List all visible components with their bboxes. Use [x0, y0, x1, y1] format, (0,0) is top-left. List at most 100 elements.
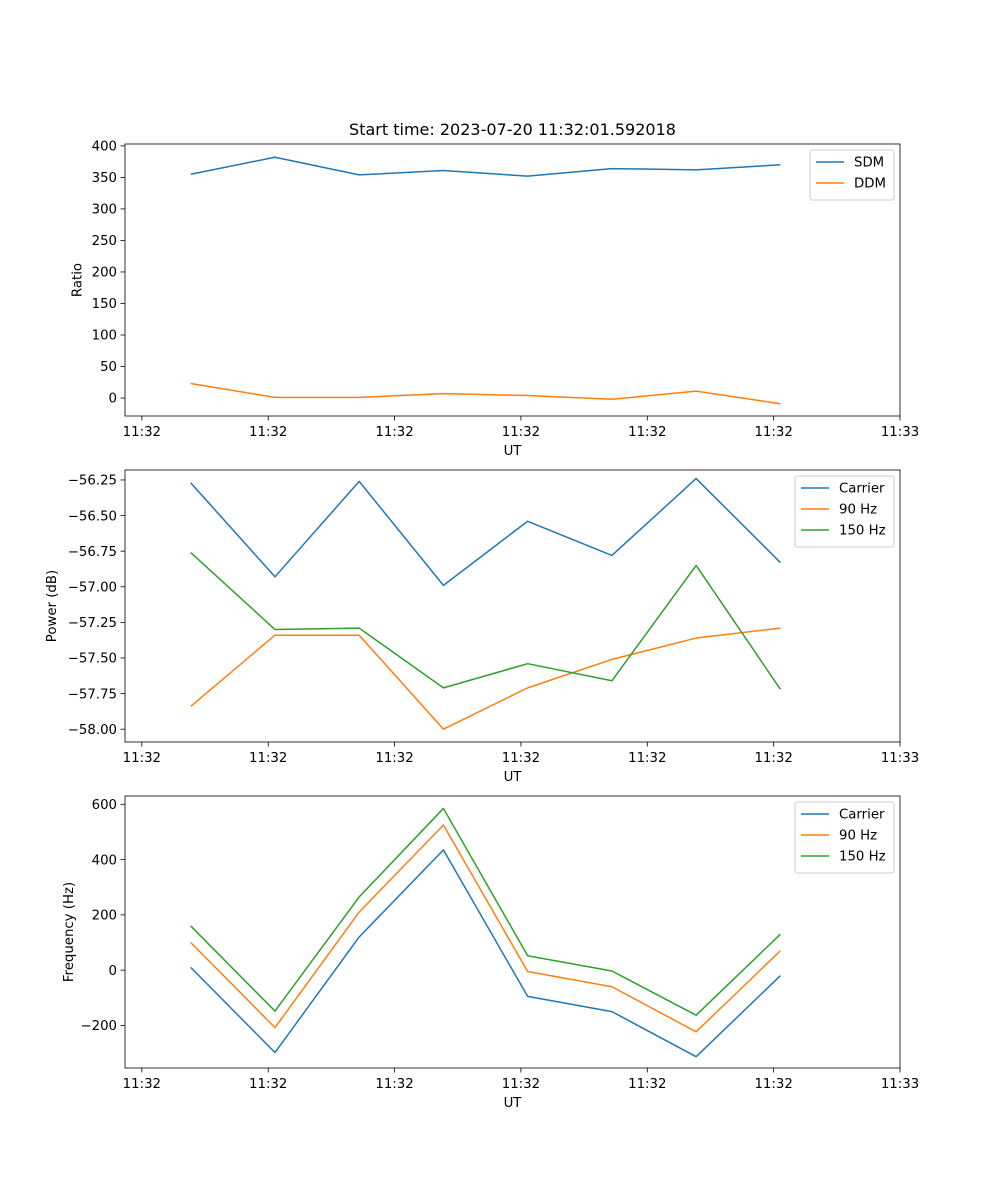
- x-tick-label: 11:32: [628, 425, 666, 440]
- data-point: [442, 807, 444, 809]
- y-tick-label: 50: [100, 360, 117, 375]
- y-tick-label: 250: [92, 234, 117, 249]
- y-tick-label: −57.75: [68, 687, 117, 702]
- data-point: [358, 396, 360, 398]
- y-tick-label: −58.00: [68, 723, 117, 738]
- legend-label: Carrier: [839, 482, 885, 497]
- data-point: [274, 576, 276, 578]
- series-150-hz: [190, 807, 781, 1016]
- x-tick-label: 11:32: [375, 425, 413, 440]
- series-carrier: [190, 849, 781, 1058]
- y-tick-label: 0: [109, 392, 117, 407]
- axes-frame: [124, 143, 901, 417]
- x-axis-label: UT: [504, 770, 523, 785]
- data-point: [358, 911, 360, 913]
- x-tick-label: 11:32: [123, 751, 161, 766]
- data-point: [442, 849, 444, 851]
- data-point: [527, 520, 529, 522]
- x-tick-label: 11:32: [754, 1077, 792, 1092]
- data-point: [358, 936, 360, 938]
- x-tick-label: 11:32: [249, 425, 287, 440]
- data-point: [779, 975, 781, 977]
- data-point: [779, 403, 781, 405]
- data-point: [611, 658, 613, 660]
- x-tick-label: 11:32: [502, 1077, 540, 1092]
- x-tick-label: 11:32: [502, 751, 540, 766]
- series-90-hz: [190, 824, 781, 1033]
- data-point: [442, 728, 444, 730]
- y-tick-label: 350: [92, 171, 117, 186]
- legend: SDM DDM: [809, 149, 895, 201]
- data-point: [442, 169, 444, 171]
- data-point: [190, 925, 192, 927]
- data-point: [695, 1014, 697, 1016]
- data-point: [779, 688, 781, 690]
- legend-label: Carrier: [839, 808, 885, 823]
- data-point: [611, 986, 613, 988]
- data-point: [779, 950, 781, 952]
- data-point: [274, 628, 276, 630]
- legend-label: 150 Hz: [839, 524, 886, 539]
- x-tick-label: 11:32: [502, 425, 540, 440]
- data-point: [527, 971, 529, 973]
- y-tick-label: 400: [92, 140, 117, 155]
- data-point: [442, 687, 444, 689]
- y-tick-label: 100: [92, 329, 117, 344]
- x-tick-label: 11:32: [123, 425, 161, 440]
- data-point: [442, 584, 444, 586]
- legend: Carrier 90 Hz 150 Hz: [794, 801, 895, 874]
- legend: Carrier 90 Hz 150 Hz: [794, 475, 895, 548]
- series-line: [190, 807, 781, 1016]
- y-tick-label: −56.25: [68, 474, 117, 489]
- series-ddm: [190, 382, 781, 405]
- data-point: [695, 390, 697, 392]
- data-point: [695, 637, 697, 639]
- legend-label: 150 Hz: [839, 850, 886, 865]
- data-point: [190, 482, 192, 484]
- series-sdm: [190, 156, 781, 177]
- series-line: [190, 477, 781, 587]
- y-axis-label: Power (dB): [45, 570, 60, 642]
- data-point: [274, 634, 276, 636]
- data-point: [190, 383, 192, 385]
- data-point: [695, 1031, 697, 1033]
- chart-panel-2: 11:32 11:32 11:32 11:32 11:32 11:32 11:33 −58.0…: [45, 469, 919, 785]
- x-tick-label: 11:33: [881, 751, 919, 766]
- y-tick-label: 600: [92, 798, 117, 813]
- data-point: [274, 1052, 276, 1054]
- data-point: [779, 562, 781, 564]
- data-point: [527, 663, 529, 665]
- y-tick-label: −200: [80, 1019, 117, 1034]
- series-line: [190, 552, 782, 690]
- series-150-hz: [190, 552, 782, 690]
- x-tick-label: 11:32: [754, 751, 792, 766]
- legend-label: 90 Hz: [839, 503, 877, 518]
- y-tick-label: −57.25: [68, 616, 117, 631]
- y-tick-label: 150: [92, 297, 117, 312]
- data-point: [274, 156, 276, 158]
- data-point: [358, 634, 360, 636]
- data-point: [190, 705, 192, 707]
- y-tick-label: 200: [92, 266, 117, 281]
- chart-panel-3: 11:32 11:32 11:32 11:32 11:32 11:32 11:33 −200 0…: [62, 795, 919, 1111]
- data-point: [274, 396, 276, 398]
- x-tick-label: 11:32: [628, 751, 666, 766]
- data-point: [527, 955, 529, 957]
- legend-label: SDM: [854, 156, 884, 171]
- data-point: [358, 627, 360, 629]
- chart-title: Start time: 2023-07-20 11:32:01.592018: [349, 120, 676, 139]
- data-point: [611, 1011, 613, 1013]
- chart-panel-1: 11:32 11:32 11:32 11:32 11:32 11:32 11:33 0 50 10…: [71, 120, 920, 459]
- series-line: [190, 156, 781, 177]
- axes-frame: [124, 469, 901, 743]
- legend-label: DDM: [854, 177, 886, 192]
- data-point: [527, 395, 529, 397]
- data-point: [527, 175, 529, 177]
- x-tick-label: 11:33: [881, 425, 919, 440]
- y-tick-label: 400: [92, 853, 117, 868]
- data-point: [274, 1010, 276, 1012]
- data-point: [442, 393, 444, 395]
- data-point: [611, 168, 613, 170]
- series-line: [190, 849, 781, 1058]
